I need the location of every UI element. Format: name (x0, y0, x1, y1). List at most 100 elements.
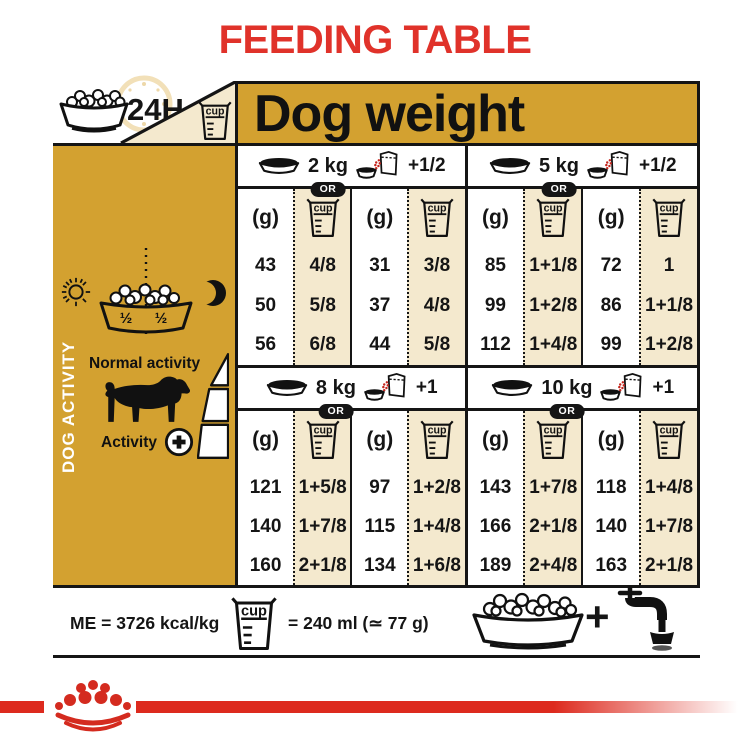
or-badge: OR (318, 403, 354, 419)
cups-value: 2+1/8 (529, 515, 578, 537)
weight-label: 10 kg (541, 376, 593, 399)
weight-label: 8 kg (315, 376, 356, 399)
wet-extra-label: +1/2 (639, 155, 677, 176)
grams-unit-label: (g) (252, 205, 279, 229)
grams-value: 86 (600, 294, 622, 316)
cups-value: 1+7/8 (529, 476, 578, 498)
red-band-left (0, 701, 44, 713)
cups-column-wet: 3/8 4/8 5/8 (407, 189, 465, 365)
grams-value: 134 (363, 554, 396, 576)
section-header-5kg: 5 kg OR +1/2 (467, 146, 697, 197)
section-header-2kg: 2 kg OR +1/2 (238, 146, 465, 197)
cups-value: 1+7/8 (298, 515, 347, 537)
measuring-cup-icon (652, 419, 686, 461)
grams-value: 50 (254, 294, 277, 316)
grams-value: 140 (249, 515, 282, 537)
feeding-table: Dog weight 2 kg OR +1/2 (g) 43 (235, 81, 700, 588)
cups-value: 1+2/8 (412, 476, 461, 498)
weight-section-5kg: 5 kg OR +1/2 (g) 85 99 112 1+1/8 (467, 146, 697, 368)
cups-value: 1+5/8 (298, 476, 347, 498)
grams-value: 143 (479, 476, 512, 498)
or-badge: OR (310, 181, 346, 197)
or-badge: OR (541, 181, 577, 197)
cups-value: 1+2/8 (645, 334, 694, 356)
food-bowl-icon (265, 378, 309, 398)
measuring-cup-icon (198, 99, 232, 143)
grams-value: 121 (249, 476, 282, 498)
measuring-cup-icon (230, 596, 278, 652)
grams-value: 85 (484, 254, 506, 276)
grams-column: (g) 85 99 112 (468, 189, 524, 365)
activity-plus-label: Activity (101, 434, 157, 451)
food-bowl-icon (490, 378, 534, 398)
cups-value: 3/8 (423, 254, 451, 276)
cups-value: 1+1/8 (529, 254, 578, 276)
cups-value: 6/8 (309, 334, 336, 356)
grams-value: 31 (369, 254, 391, 276)
grams-value: 72 (600, 254, 622, 276)
royal-canin-crown-logo (55, 680, 131, 732)
grams-unit-label: (g) (482, 427, 509, 451)
weight-label: 2 kg (307, 154, 348, 177)
measuring-cup-icon (420, 197, 454, 239)
cups-value: 5/8 (309, 294, 336, 316)
cups-column-wet: 1+4/8 1+7/8 2+1/8 (639, 411, 697, 585)
grams-value: 99 (600, 334, 622, 356)
cups-value: 1 (663, 254, 675, 276)
weight-section-10kg: 10 kg OR +1 (g) 143 166 189 1+7/ (467, 368, 697, 585)
weight-section-8kg: 8 kg OR +1 (g) 121 140 160 1+5/8 (238, 368, 468, 585)
section-body: (g) 121 140 160 1+5/8 1+7/8 2+1/8 (g) 97 (238, 411, 465, 585)
cups-value: 4/8 (423, 294, 451, 316)
footer-divider (53, 655, 700, 658)
cups-column: 4/8 5/8 6/8 (293, 189, 351, 365)
grams-value: 44 (369, 334, 391, 356)
normal-activity-label: Normal activity (89, 355, 201, 372)
plus-circle-icon (164, 427, 194, 457)
cups-column-wet: 1 1+1/8 1+2/8 (639, 189, 697, 365)
dachshund-icon (105, 376, 190, 422)
measuring-cup-icon (306, 197, 340, 239)
measuring-cup-icon (306, 419, 340, 461)
grams-value: 140 (595, 515, 628, 537)
activity-triangle-scale-icon (197, 353, 229, 459)
page-title: FEEDING TABLE (218, 18, 532, 62)
cups-value: 2+1/8 (645, 554, 694, 576)
half-portion-left-label: ½ (120, 310, 133, 327)
cups-value: 1+2/8 (529, 294, 578, 316)
cups-value: 1+7/8 (645, 515, 694, 537)
section-header-8kg: 8 kg OR +1 (238, 368, 465, 419)
grams-column: (g) 143 166 189 (468, 411, 524, 585)
dog-activity-vertical-label: DOG ACTIVITY (59, 340, 78, 474)
or-badge: OR (549, 403, 585, 419)
grams-value: 56 (254, 334, 277, 356)
grams-column-wet: (g) 118 140 163 (581, 411, 639, 585)
cups-value: 1+4/8 (412, 515, 461, 537)
cups-value: 1+4/8 (645, 476, 694, 498)
weight-sections-grid: 2 kg OR +1/2 (g) 43 50 56 4/8 (238, 146, 697, 585)
bowl-pouch-icon (599, 372, 645, 405)
weight-label: 5 kg (538, 154, 579, 177)
measuring-cup-icon (536, 419, 570, 461)
diagonal-corner (120, 81, 237, 143)
cups-value: 1+1/8 (645, 294, 694, 316)
cups-column: 1+1/8 1+2/8 1+4/8 (523, 189, 582, 365)
measuring-cup-icon (420, 419, 454, 461)
grams-column: (g) 121 140 160 (238, 411, 293, 585)
grams-value: 99 (484, 294, 506, 316)
metabolizable-energy-label: ME = 3726 kcal/kg (70, 613, 220, 633)
grams-value: 166 (479, 515, 512, 537)
dog-weight-header: Dog weight (238, 84, 697, 146)
cups-value: 2+4/8 (529, 554, 578, 576)
grams-value: 118 (595, 476, 627, 498)
grams-unit-label: (g) (252, 427, 279, 451)
section-body: (g) 43 50 56 4/8 5/8 6/8 (g) 31 37 (238, 189, 465, 365)
dog-activity-panel: DOG ACTIVITY ½ ½ (53, 143, 235, 588)
section-body: (g) 85 99 112 1+1/8 1+2/8 1+4/8 (g) 72 (468, 189, 697, 365)
water-tap-icon (617, 586, 674, 651)
moon-icon (200, 280, 226, 306)
kibble-bowl-icon (472, 592, 584, 650)
kibble-bowl-half-icon: ½ ½ (99, 248, 193, 338)
wet-extra-label: +1/2 (408, 155, 446, 176)
cups-value: 5/8 (423, 334, 451, 356)
grams-unit-label: (g) (366, 205, 394, 229)
